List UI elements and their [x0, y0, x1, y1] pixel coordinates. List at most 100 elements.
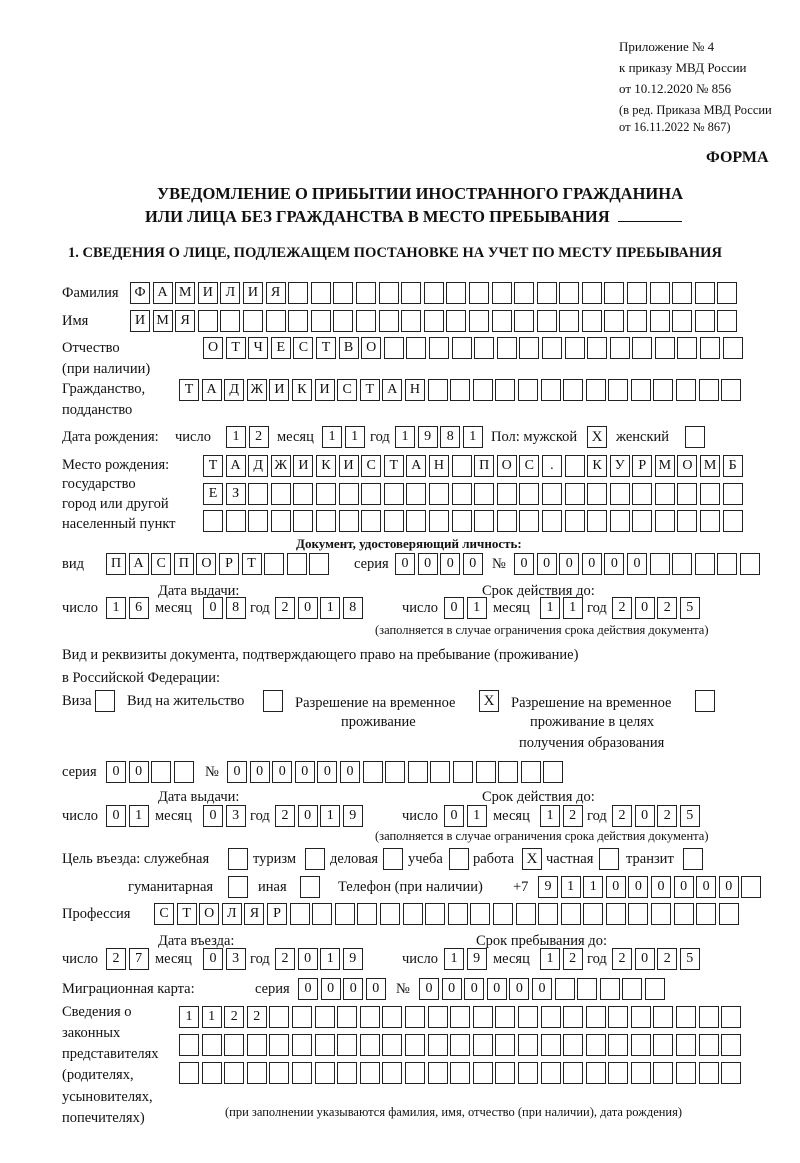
char-box[interactable]: [609, 510, 630, 532]
char-box[interactable]: [700, 510, 721, 532]
char-box[interactable]: [599, 978, 620, 1000]
char-box[interactable]: [427, 1034, 448, 1056]
char-box[interactable]: 0: [462, 553, 483, 575]
purpose-transit-checkbox[interactable]: [683, 848, 703, 870]
char-box[interactable]: [717, 310, 738, 332]
char-box[interactable]: [630, 1034, 651, 1056]
char-box[interactable]: [722, 510, 743, 532]
char-box[interactable]: 1: [106, 597, 126, 619]
char-box[interactable]: 0: [634, 597, 655, 619]
char-box[interactable]: И: [269, 379, 290, 401]
char-box[interactable]: 1: [462, 426, 483, 448]
char-box[interactable]: [361, 483, 382, 505]
char-box[interactable]: 2: [657, 948, 678, 970]
char-box[interactable]: [491, 310, 512, 332]
char-box[interactable]: [536, 310, 557, 332]
char-box[interactable]: И: [338, 455, 359, 477]
char-box[interactable]: 2: [612, 597, 632, 619]
char-box[interactable]: 0: [696, 876, 717, 898]
char-box[interactable]: [427, 379, 448, 401]
char-box[interactable]: [677, 510, 698, 532]
char-box[interactable]: [315, 510, 336, 532]
char-box[interactable]: 0: [203, 805, 223, 827]
char-box[interactable]: [653, 379, 674, 401]
char-box[interactable]: 9: [342, 948, 363, 970]
purpose-work-checkbox[interactable]: X: [522, 848, 542, 870]
char-box[interactable]: [472, 1006, 493, 1028]
char-box[interactable]: 1: [201, 1006, 222, 1028]
char-box[interactable]: 2: [248, 426, 269, 448]
char-box[interactable]: А: [225, 455, 246, 477]
purpose-official-checkbox[interactable]: [228, 848, 248, 870]
char-box[interactable]: 0: [419, 978, 439, 1000]
char-box[interactable]: [632, 337, 653, 359]
char-box[interactable]: [286, 553, 307, 575]
char-box[interactable]: [423, 310, 444, 332]
char-box[interactable]: [474, 337, 495, 359]
char-box[interactable]: 1: [320, 805, 341, 827]
char-box[interactable]: И: [197, 282, 218, 304]
char-box[interactable]: [491, 282, 512, 304]
char-box[interactable]: [496, 483, 517, 505]
char-box[interactable]: [293, 510, 314, 532]
char-box[interactable]: [519, 337, 540, 359]
char-box[interactable]: 2: [612, 948, 632, 970]
char-box[interactable]: Т: [203, 455, 223, 477]
char-box[interactable]: [583, 903, 604, 925]
char-box[interactable]: [151, 761, 172, 783]
char-box[interactable]: [630, 379, 651, 401]
char-box[interactable]: [514, 310, 535, 332]
char-box[interactable]: [450, 379, 471, 401]
char-box[interactable]: 0: [604, 553, 625, 575]
char-box[interactable]: [517, 1034, 538, 1056]
char-box[interactable]: [632, 483, 653, 505]
char-box[interactable]: С: [337, 379, 358, 401]
char-box[interactable]: И: [293, 455, 314, 477]
char-box[interactable]: Д: [248, 455, 269, 477]
char-box[interactable]: [677, 483, 698, 505]
char-box[interactable]: О: [496, 455, 517, 477]
char-box[interactable]: [495, 1062, 516, 1084]
char-box[interactable]: 1: [179, 1006, 199, 1028]
char-box[interactable]: [472, 1034, 493, 1056]
char-box[interactable]: [581, 282, 602, 304]
char-box[interactable]: [293, 483, 314, 505]
char-box[interactable]: [605, 903, 626, 925]
char-box[interactable]: [333, 282, 354, 304]
char-box[interactable]: Ж: [246, 379, 267, 401]
char-box[interactable]: [248, 483, 269, 505]
char-box[interactable]: 2: [612, 805, 632, 827]
char-box[interactable]: [270, 483, 291, 505]
char-box[interactable]: [406, 483, 427, 505]
char-box[interactable]: 0: [581, 553, 602, 575]
char-box[interactable]: [649, 282, 670, 304]
char-box[interactable]: 0: [297, 948, 318, 970]
char-box[interactable]: Ж: [270, 455, 291, 477]
char-box[interactable]: Л: [220, 282, 241, 304]
char-box[interactable]: [564, 455, 585, 477]
char-box[interactable]: К: [291, 379, 312, 401]
char-box[interactable]: [337, 1034, 358, 1056]
edu-permit-checkbox[interactable]: [695, 690, 715, 712]
char-box[interactable]: [540, 1034, 561, 1056]
char-box[interactable]: 0: [514, 553, 534, 575]
char-box[interactable]: [717, 553, 738, 575]
char-box[interactable]: О: [677, 455, 698, 477]
char-box[interactable]: 0: [203, 597, 223, 619]
char-box[interactable]: [538, 903, 559, 925]
char-box[interactable]: [450, 1034, 471, 1056]
char-box[interactable]: 9: [342, 805, 363, 827]
char-box[interactable]: 0: [605, 876, 626, 898]
char-box[interactable]: [536, 282, 557, 304]
